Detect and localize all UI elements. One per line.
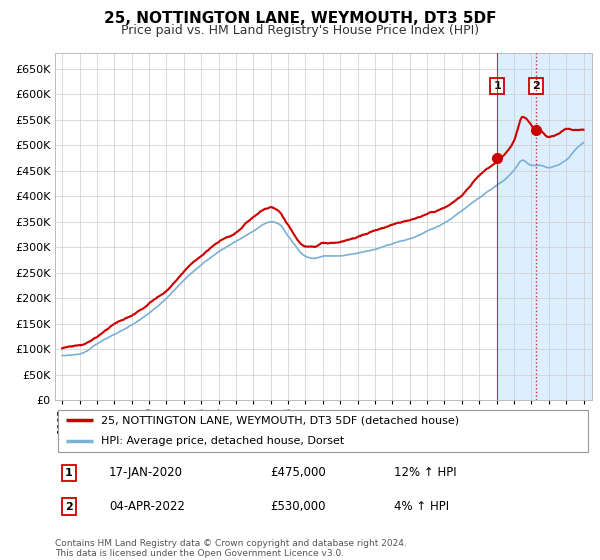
Text: 2: 2 (65, 502, 73, 511)
Text: Price paid vs. HM Land Registry's House Price Index (HPI): Price paid vs. HM Land Registry's House … (121, 24, 479, 36)
Text: This data is licensed under the Open Government Licence v3.0.: This data is licensed under the Open Gov… (55, 549, 344, 558)
Text: 1: 1 (494, 81, 501, 91)
Text: Contains HM Land Registry data © Crown copyright and database right 2024.: Contains HM Land Registry data © Crown c… (55, 539, 407, 548)
Text: £530,000: £530,000 (270, 500, 325, 513)
FancyBboxPatch shape (58, 409, 589, 452)
Text: 17-JAN-2020: 17-JAN-2020 (109, 466, 183, 479)
Text: £475,000: £475,000 (270, 466, 326, 479)
Text: 2: 2 (532, 81, 539, 91)
Bar (497, 53, 592, 400)
Text: 04-APR-2022: 04-APR-2022 (109, 500, 185, 513)
Text: 1: 1 (65, 468, 73, 478)
Text: 4% ↑ HPI: 4% ↑ HPI (394, 500, 449, 513)
Text: HPI: Average price, detached house, Dorset: HPI: Average price, detached house, Dors… (101, 436, 344, 446)
Text: 12% ↑ HPI: 12% ↑ HPI (394, 466, 456, 479)
Text: 25, NOTTINGTON LANE, WEYMOUTH, DT3 5DF (detached house): 25, NOTTINGTON LANE, WEYMOUTH, DT3 5DF (… (101, 415, 459, 425)
Text: 25, NOTTINGTON LANE, WEYMOUTH, DT3 5DF: 25, NOTTINGTON LANE, WEYMOUTH, DT3 5DF (104, 11, 496, 26)
